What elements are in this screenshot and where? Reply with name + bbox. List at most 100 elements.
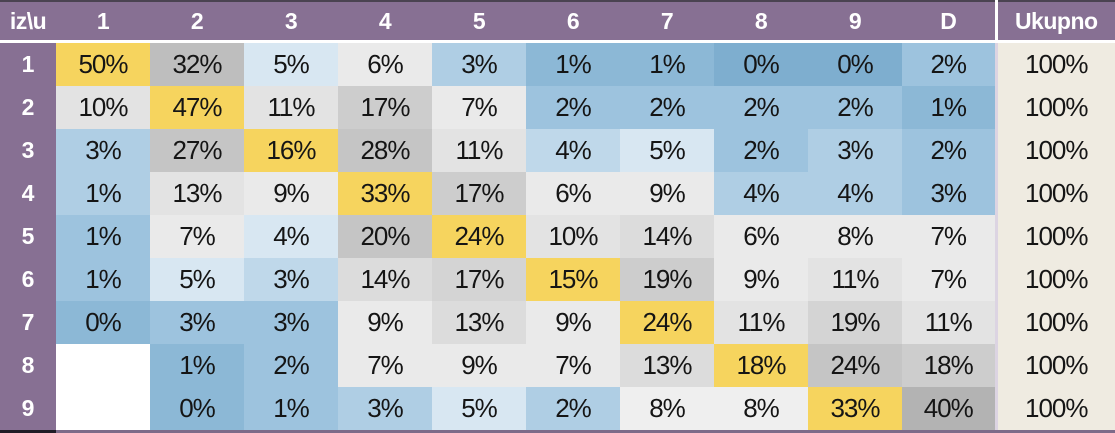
cell-3-total: 100% xyxy=(994,129,1115,172)
cell-2-5: 7% xyxy=(432,86,526,129)
cell-1-8: 0% xyxy=(714,41,808,86)
total-column-header: Ukupno xyxy=(994,0,1115,43)
cell-5-1: 1% xyxy=(56,215,150,258)
cell-3-3: 16% xyxy=(244,129,338,172)
cell-6-total: 100% xyxy=(994,258,1115,301)
row-header-6: 6 xyxy=(0,258,56,301)
col-header-2: 2 xyxy=(150,0,244,43)
cell-3-D: 2% xyxy=(902,129,996,172)
row-header-5: 5 xyxy=(0,215,56,258)
cell-6-D: 7% xyxy=(902,258,996,301)
cell-5-2: 7% xyxy=(150,215,244,258)
cell-3-6: 4% xyxy=(526,129,620,172)
row-header-7: 7 xyxy=(0,301,56,344)
cell-4-2: 13% xyxy=(150,172,244,215)
cell-9-4: 3% xyxy=(338,387,432,433)
row-header-9: 9 xyxy=(0,387,56,433)
cell-6-6: 15% xyxy=(526,258,620,301)
row-header-2: 2 xyxy=(0,86,56,129)
cell-8-2: 1% xyxy=(150,344,244,387)
cell-2-total: 100% xyxy=(994,86,1115,129)
cell-4-total: 100% xyxy=(994,172,1115,215)
table-row-6: 6 1% 5% 3% 14% 17% 15% 19% 9% 11% 7% 100% xyxy=(0,258,1115,301)
cell-9-9: 33% xyxy=(808,387,902,433)
cell-5-4: 20% xyxy=(338,215,432,258)
table-row-4: 4 1% 13% 9% 33% 17% 6% 9% 4% 4% 3% 100% xyxy=(0,172,1115,215)
cell-5-total: 100% xyxy=(994,215,1115,258)
row-header-8: 8 xyxy=(0,344,56,387)
cell-9-5: 5% xyxy=(432,387,526,433)
cell-1-1: 50% xyxy=(56,41,150,86)
cell-8-total: 100% xyxy=(994,344,1115,387)
cell-9-D: 40% xyxy=(902,387,996,433)
table-row-5: 5 1% 7% 4% 20% 24% 10% 14% 6% 8% 7% 100% xyxy=(0,215,1115,258)
cell-4-D: 3% xyxy=(902,172,996,215)
col-header-6: 6 xyxy=(526,0,620,43)
cell-4-1: 1% xyxy=(56,172,150,215)
col-header-D: D xyxy=(902,0,996,43)
cell-8-8: 18% xyxy=(714,344,808,387)
table-row-7: 7 0% 3% 3% 9% 13% 9% 24% 11% 19% 11% 100% xyxy=(0,301,1115,344)
col-header-3: 3 xyxy=(244,0,338,43)
cell-5-7: 14% xyxy=(620,215,714,258)
cell-7-7: 24% xyxy=(620,301,714,344)
cell-4-6: 6% xyxy=(526,172,620,215)
cell-4-3: 9% xyxy=(244,172,338,215)
cell-5-5: 24% xyxy=(432,215,526,258)
cell-8-6: 7% xyxy=(526,344,620,387)
cell-2-3: 11% xyxy=(244,86,338,129)
cell-2-7: 2% xyxy=(620,86,714,129)
table-row-9: 9 0% 1% 3% 5% 2% 8% 8% 33% 40% 100% xyxy=(0,387,1115,433)
cell-1-6: 1% xyxy=(526,41,620,86)
cell-6-8: 9% xyxy=(714,258,808,301)
cell-6-9: 11% xyxy=(808,258,902,301)
cell-9-3: 1% xyxy=(244,387,338,433)
cell-1-2: 32% xyxy=(150,41,244,86)
table-row-8: 8 1% 2% 7% 9% 7% 13% 18% 24% 18% 100% xyxy=(0,344,1115,387)
cell-2-6: 2% xyxy=(526,86,620,129)
cell-5-3: 4% xyxy=(244,215,338,258)
col-header-7: 7 xyxy=(620,0,714,43)
table-row-2: 2 10% 47% 11% 17% 7% 2% 2% 2% 2% 1% 100% xyxy=(0,86,1115,129)
cell-7-4: 9% xyxy=(338,301,432,344)
cell-4-5: 17% xyxy=(432,172,526,215)
cell-3-8: 2% xyxy=(714,129,808,172)
table-row-3: 3 3% 27% 16% 28% 11% 4% 5% 2% 3% 2% 100% xyxy=(0,129,1115,172)
cell-3-2: 27% xyxy=(150,129,244,172)
cell-8-7: 13% xyxy=(620,344,714,387)
row-header-3: 3 xyxy=(0,129,56,172)
cell-2-2: 47% xyxy=(150,86,244,129)
corner-label: iz\u xyxy=(0,0,56,43)
cell-9-6: 2% xyxy=(526,387,620,433)
cell-8-9: 24% xyxy=(808,344,902,387)
cell-9-1 xyxy=(56,387,150,433)
cell-6-2: 5% xyxy=(150,258,244,301)
cell-2-1: 10% xyxy=(56,86,150,129)
cell-2-9: 2% xyxy=(808,86,902,129)
cell-4-7: 9% xyxy=(620,172,714,215)
row-header-4: 4 xyxy=(0,172,56,215)
cell-9-total: 100% xyxy=(994,387,1115,433)
cell-1-5: 3% xyxy=(432,41,526,86)
cell-3-4: 28% xyxy=(338,129,432,172)
cell-7-3: 3% xyxy=(244,301,338,344)
cell-7-1: 0% xyxy=(56,301,150,344)
cell-1-9: 0% xyxy=(808,41,902,86)
cell-7-5: 13% xyxy=(432,301,526,344)
col-header-8: 8 xyxy=(714,0,808,43)
cell-6-1: 1% xyxy=(56,258,150,301)
cell-5-9: 8% xyxy=(808,215,902,258)
cell-6-7: 19% xyxy=(620,258,714,301)
cell-3-5: 11% xyxy=(432,129,526,172)
cell-1-7: 1% xyxy=(620,41,714,86)
cell-2-4: 17% xyxy=(338,86,432,129)
cell-3-7: 5% xyxy=(620,129,714,172)
cell-7-9: 19% xyxy=(808,301,902,344)
col-header-5: 5 xyxy=(432,0,526,43)
cell-8-1 xyxy=(56,344,150,387)
cell-7-6: 9% xyxy=(526,301,620,344)
cell-5-D: 7% xyxy=(902,215,996,258)
cell-4-9: 4% xyxy=(808,172,902,215)
